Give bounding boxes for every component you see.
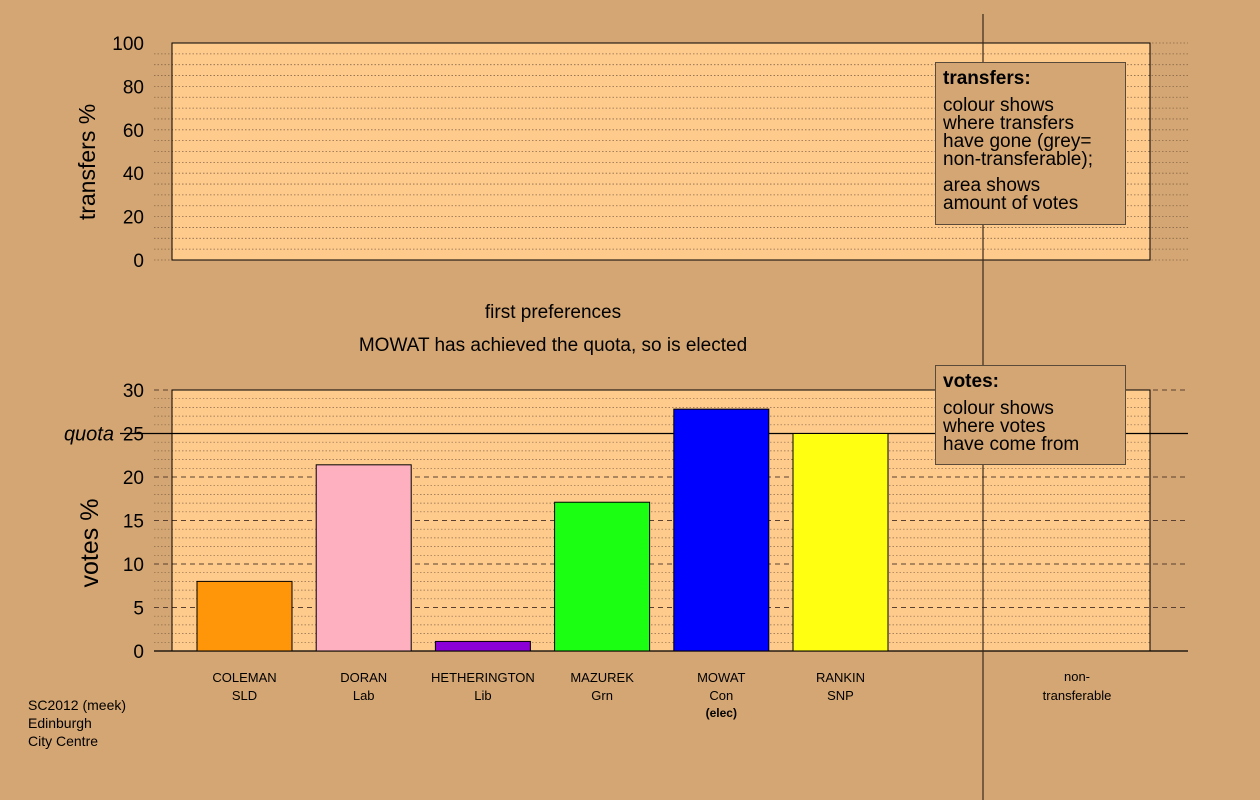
x-tick-label-party: SNP — [827, 688, 854, 703]
votes-legend-note: votes: colour shows where votes have com… — [935, 365, 1126, 465]
stage-titles: first preferences MOWAT has achieved the… — [359, 302, 747, 356]
y-tick-label: 5 — [133, 599, 144, 620]
votes-note-title: votes: — [943, 371, 999, 392]
x-tick-label-candidate: COLEMAN — [212, 670, 276, 685]
source-caption: SC2012 (meek) Edinburgh City Centre — [28, 696, 126, 750]
x-tick-label-party: Grn — [591, 688, 613, 703]
y-tick-label: 30 — [123, 381, 144, 402]
bar-mazurek — [554, 501, 651, 652]
votes-note-line: have come from — [943, 434, 1080, 455]
votes-note-line: colour shows — [943, 398, 1054, 419]
transfers-note-line: where transfers — [943, 113, 1074, 134]
y-tick-label: 0 — [133, 642, 144, 663]
quota-label: quota — [64, 424, 114, 446]
x-tick-label-party: SLD — [232, 688, 257, 703]
y-tick-label: 10 — [123, 555, 144, 576]
y-tick-label: 20 — [123, 468, 144, 489]
bar-doran — [315, 464, 412, 652]
y-tick-label: 20 — [123, 208, 144, 229]
transfers-note-line: area shows — [943, 175, 1041, 196]
chart-title: first preferences — [485, 302, 621, 323]
y-tick-label: 15 — [123, 512, 144, 533]
x-tick-label-candidate: RANKIN — [816, 670, 865, 685]
y-tick-label: 40 — [123, 164, 144, 185]
x-tick-label-candidate: MOWAT — [697, 670, 745, 685]
source-line: SC2012 (meek) — [28, 697, 127, 713]
elected-note: (elec) — [706, 706, 737, 720]
x-tick-label-party: Lib — [474, 688, 491, 703]
y-tick-label: 80 — [123, 77, 144, 98]
bar-coleman — [196, 580, 293, 652]
bar-mowat — [673, 408, 770, 652]
votes-note-line: where votes — [943, 416, 1046, 437]
plot-frame — [171, 42, 1151, 261]
transfers-note-line: amount of votes — [943, 193, 1079, 214]
y-tick-label: 60 — [123, 121, 144, 142]
source-line: Edinburgh — [28, 715, 92, 731]
transfers-note-title: transfers: — [943, 68, 1031, 89]
y-axis-label: votes % — [76, 499, 104, 588]
y-tick-label: 25 — [123, 425, 144, 446]
non-transferable-label: non- — [1064, 669, 1090, 684]
bar-hetherington — [434, 640, 531, 652]
x-tick-label-candidate: DORAN — [340, 670, 387, 685]
transfers-note-line: non-transferable); — [943, 149, 1093, 170]
chart-subtitle: MOWAT has achieved the quota, so is elec… — [359, 335, 747, 356]
votes-chart: quota 0 5 10 15 20 25 30 votes % COLEMAN SLD DORAN L… — [64, 381, 1188, 720]
x-tick-label-party: Lab — [353, 688, 375, 703]
bar-rankin — [792, 433, 889, 652]
source-line: City Centre — [28, 733, 99, 749]
transfers-note-line: colour shows — [943, 95, 1054, 116]
transfers-note-line: have gone (grey= — [943, 131, 1092, 152]
non-transferable-label: transferable — [1043, 688, 1112, 703]
y-tick-label: 100 — [112, 34, 144, 55]
x-tick-label-party: Con — [709, 688, 733, 703]
y-tick-label: 0 — [133, 251, 144, 272]
x-tick-label-candidate: MAZUREK — [570, 670, 634, 685]
y-axis-label: transfers % — [74, 104, 100, 220]
x-tick-label-candidate: HETHERINGTON — [431, 670, 535, 685]
transfers-legend-note: transfers: colour shows where transfers … — [935, 62, 1126, 225]
